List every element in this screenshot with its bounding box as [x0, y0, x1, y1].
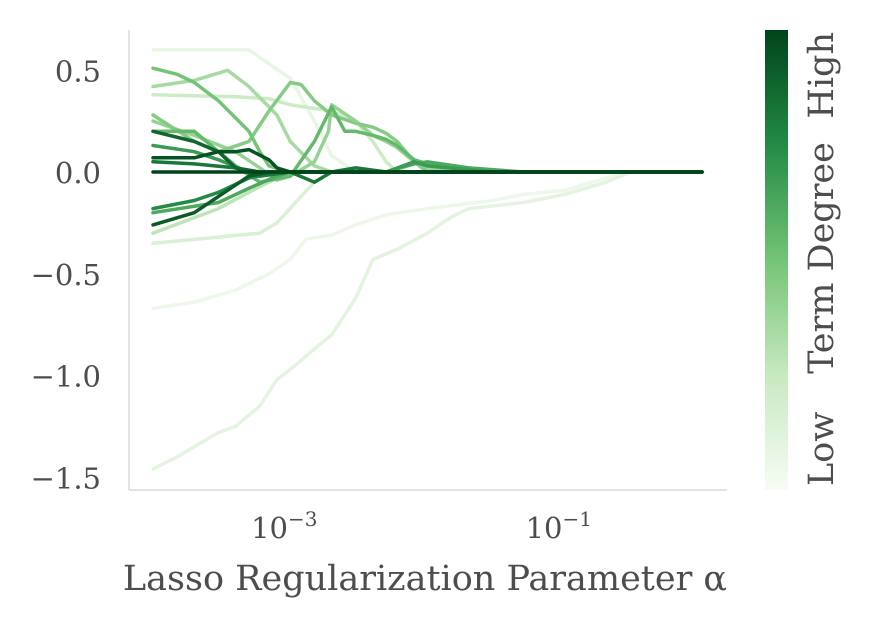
coefficient-path-5 — [151, 92, 704, 174]
coefficient-path-15 — [151, 160, 704, 184]
coefficient-path-7 — [151, 68, 704, 174]
y-tick-label-2: 0.0 — [55, 156, 101, 190]
series-lines — [151, 48, 704, 471]
y-tick-label-3: −0.5 — [31, 258, 101, 292]
plot-area — [128, 30, 727, 491]
y-tick-label-5: −1.5 — [31, 461, 101, 495]
coefficient-path-6 — [151, 170, 704, 235]
colorbar: Low Term Degree High — [765, 30, 842, 490]
coefficient-path-2 — [151, 48, 704, 174]
colorbar-high-label: High — [802, 32, 842, 119]
x-tick-label-2: 10−1 — [526, 507, 592, 545]
x-tick-labels: 10−3 10−1 — [251, 507, 592, 545]
coefficient-path-1 — [151, 170, 704, 311]
x-tick-label-1: 10−3 — [251, 507, 317, 545]
colorbar-gradient — [765, 30, 788, 490]
coefficient-path-10 — [151, 66, 704, 174]
colorbar-title: Term Degree — [802, 142, 842, 374]
y-tick-labels: 0.5 0.0 −0.5 −1.0 −1.5 — [31, 54, 101, 495]
x-axis-title: Lasso Regularization Parameter α — [123, 559, 727, 599]
y-tick-label-1: 0.5 — [55, 54, 101, 88]
y-tick-label-4: −1.0 — [31, 360, 101, 394]
coefficient-path-3 — [151, 170, 704, 471]
colorbar-low-label: Low — [802, 412, 842, 486]
